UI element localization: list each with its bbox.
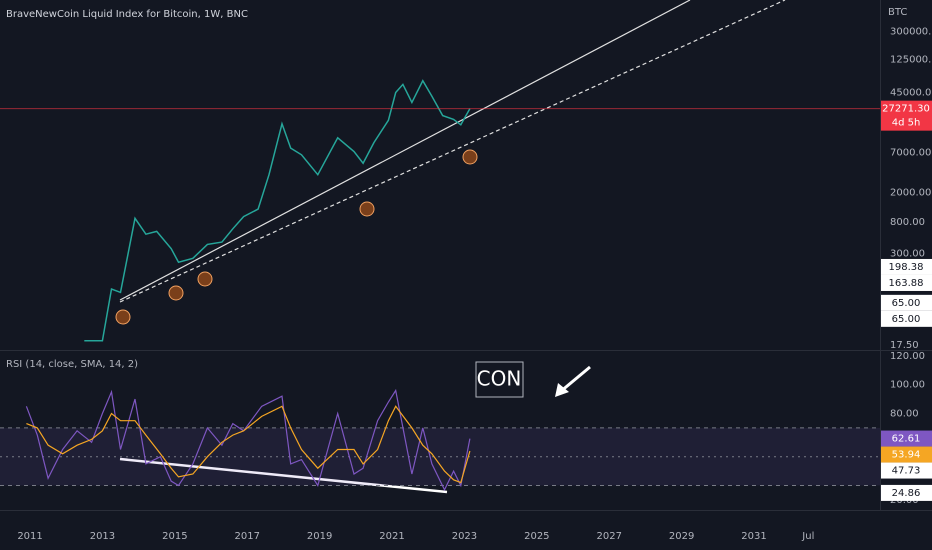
- countdown: 4d 5h: [892, 118, 921, 129]
- y-tick-label: 300.00: [890, 249, 925, 260]
- trend-line: [119, 0, 691, 301]
- x-tick-label: 2013: [90, 531, 115, 542]
- axis-label: 62.61: [892, 434, 921, 445]
- x-tick-label: 2019: [307, 531, 332, 542]
- axis-label: 163.88: [889, 278, 924, 289]
- y-tick-label: 17.50: [890, 340, 919, 351]
- axis-label: 53.94: [892, 450, 921, 461]
- axis-label-box: [881, 258, 932, 275]
- axis-label-box: [881, 310, 932, 327]
- y-tick-label: 7000.00: [890, 147, 931, 158]
- trend-line-dashed: [119, 0, 786, 303]
- axis-label: 65.00: [892, 298, 921, 309]
- axis-label-box: [881, 430, 932, 447]
- x-tick-label: 2011: [17, 531, 42, 542]
- annotation-box: [475, 361, 524, 398]
- y-tick-label: 120.00: [890, 351, 925, 362]
- series-line: [26, 405, 471, 484]
- axis-label-box: [881, 484, 932, 501]
- line-group: [84, 79, 471, 342]
- line-group: [26, 405, 471, 484]
- y-tick-label: 800.00: [890, 217, 925, 228]
- y-tick-label: 100.00: [890, 380, 925, 391]
- axis-label: 198.38: [889, 262, 924, 273]
- x-tick-label: 2023: [452, 531, 477, 542]
- touch-marker: [115, 309, 131, 325]
- x-tick-label: Jul: [801, 531, 814, 542]
- axis-label: 47.73: [892, 466, 921, 477]
- y-tick-label: 2000.00: [890, 188, 931, 199]
- x-tick-label: 2029: [669, 531, 694, 542]
- touch-marker: [197, 271, 213, 287]
- y-tick-label: 45000.00: [890, 88, 932, 99]
- touch-marker: [462, 149, 478, 165]
- last-price-label: 27271.30: [882, 104, 930, 115]
- unit-label: BTC: [888, 7, 907, 18]
- y-tick-label: 125000.00: [890, 55, 932, 66]
- arrow-head: [555, 383, 569, 397]
- touch-marker: [168, 285, 184, 301]
- x-tick-label: 2031: [741, 531, 766, 542]
- axis-label: 65.00: [892, 314, 921, 325]
- arrow: [559, 365, 591, 394]
- x-tick-label: 2027: [597, 531, 622, 542]
- series-line: [84, 79, 471, 342]
- annotation-text: CON: [477, 367, 522, 391]
- x-tick-label: 2025: [524, 531, 549, 542]
- axis-label-box: [881, 446, 932, 463]
- last-price-box: [881, 100, 932, 131]
- axis-label-box: [881, 274, 932, 291]
- touch-marker: [359, 201, 375, 217]
- x-tick-label: 2015: [162, 531, 187, 542]
- y-tick-label: 80.00: [890, 409, 919, 420]
- chart-title: BraveNewCoin Liquid Index for Bitcoin, 1…: [6, 9, 248, 20]
- y-tick-label: 300000.00: [890, 27, 932, 38]
- axis-label: 24.86: [892, 488, 921, 499]
- rsi-trend-line: [119, 457, 448, 494]
- x-tick-label: 2021: [379, 531, 404, 542]
- axis-label-box: [881, 294, 932, 311]
- drawings: [115, 0, 786, 494]
- x-tick-label: 2017: [235, 531, 260, 542]
- axis-label-box: [881, 462, 932, 479]
- rsi-title: RSI (14, close, SMA, 14, 2): [6, 359, 138, 370]
